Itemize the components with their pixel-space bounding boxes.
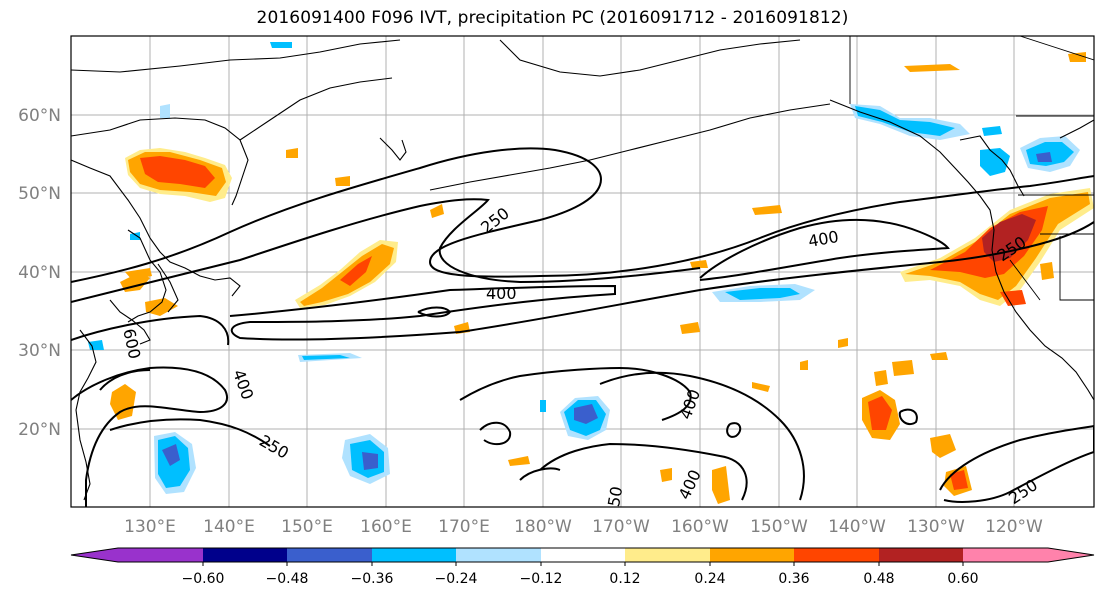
colorbar-tick-label: −0.48 [266,571,309,587]
contour-label: 400 [486,284,517,303]
colorbar-segment [541,548,625,562]
lon-label: 140°W [828,517,886,537]
lon-label: 170°W [592,517,650,537]
colorbar-segment [794,548,879,562]
colorbar-tick-label: 0.24 [694,571,725,587]
lat-label: 20°N [18,420,61,440]
lat-tick-labels: 60°N 50°N 40°N 30°N 20°N [18,106,61,440]
colorbar-tick-label: −0.24 [435,571,478,587]
map-frame [70,35,1095,508]
political-borders [849,36,1094,301]
map-title: 2016091400 F096 IVT, precipitation PC (2… [256,8,849,28]
colorbar-tick-label: −0.36 [351,571,394,587]
colorbar-tick-label: 0.36 [778,571,809,587]
colorbar-tick-label: −0.12 [520,571,563,587]
colorbar-tick-label: −0.60 [182,571,225,587]
colorbar-segment [456,548,541,562]
colorbar-min-extend [71,548,118,562]
lon-label: 140°E [203,517,255,537]
lat-label: 50°N [18,184,61,204]
lat-label: 60°N [18,106,61,126]
colorbar-max-extend [1048,548,1094,562]
contour-label: 250 [602,485,626,518]
lon-label: 130°E [124,517,176,537]
lat-label: 40°N [18,263,61,283]
colorbar-segment [372,548,456,562]
lon-label: 150°W [750,517,808,537]
colorbar: −0.60 −0.48 −0.36 −0.24 −0.12 0.12 0.24 … [70,547,1095,587]
lon-tick-labels: 130°E 140°E 150°E 160°E 170°E 180°W 170°… [124,517,1043,537]
lon-label: 170°E [438,517,490,537]
colorbar-segment [203,548,287,562]
lon-label: 150°E [281,517,333,537]
colorbar-segment [963,548,1048,562]
coastlines [71,39,1094,501]
colorbar-segment [879,548,963,562]
lon-label: 120°W [985,517,1043,537]
colorbar-segment [287,548,372,562]
precip-shading [88,42,1094,504]
lon-label: 130°W [907,517,965,537]
colorbar-outline [70,547,1095,563]
lon-label: 180°W [514,517,572,537]
colorbar-segment [118,548,203,562]
lat-label: 30°N [18,341,61,361]
colorbar-tick-label: 0.48 [863,571,894,587]
colorbar-segment [625,548,710,562]
lon-label: 160°E [360,517,412,537]
ivt-contours [71,147,1094,507]
colorbar-tick-label: 0.12 [609,571,640,587]
lon-label: 160°W [671,517,729,537]
colorbar-segment [710,548,794,562]
colorbar-tick-label: 0.60 [947,571,978,587]
